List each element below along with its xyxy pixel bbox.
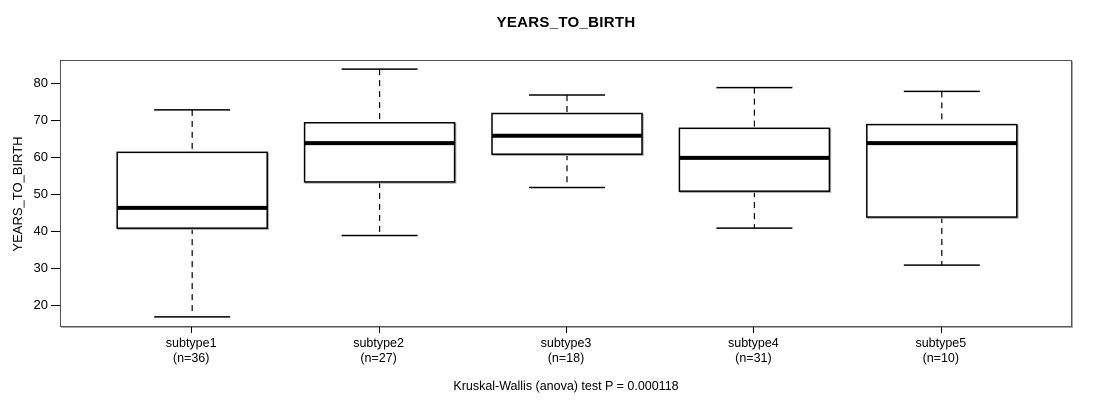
box-group-subtype5 — [866, 90, 1018, 266]
x-axis-group-label-subtype2: subtype2 (n=27) — [309, 336, 449, 366]
y-axis-tick-label: 20 — [33, 296, 48, 312]
group-sample-size: (n=31) — [735, 351, 772, 365]
y-axis-tick-label: 50 — [33, 185, 48, 201]
y-axis-tick-mark — [51, 267, 60, 269]
y-axis-tick-mark — [51, 230, 60, 232]
x-axis-group-label-subtype5: subtype5 (n=10) — [871, 336, 1011, 366]
y-axis-tick-mark — [51, 119, 60, 121]
box-group-subtype3 — [491, 94, 643, 189]
y-axis-tick-label: 70 — [33, 111, 48, 127]
y-axis-tick-label: 80 — [33, 74, 48, 90]
statistical-test-annotation: Kruskal-Wallis (anova) test P = 0.000118 — [453, 379, 679, 393]
iqr-box — [116, 151, 268, 229]
y-axis-tick-mark — [51, 156, 60, 158]
iqr-box — [866, 123, 1018, 218]
x-axis-tick-mark — [753, 327, 755, 333]
x-axis-group-label-subtype4: subtype4 (n=31) — [683, 336, 823, 366]
group-name: subtype5 — [915, 336, 967, 350]
y-axis-tick-mark — [51, 304, 60, 306]
x-axis-group-label-subtype3: subtype3 (n=18) — [496, 336, 636, 366]
y-axis-tick-mark — [51, 82, 60, 84]
boxplot-svg — [116, 68, 1018, 318]
x-axis-tick-mark — [191, 327, 193, 333]
group-name: subtype1 — [165, 336, 217, 350]
x-axis-group-label-subtype1: subtype1 (n=36) — [121, 336, 261, 366]
y-axis-tick-mark — [51, 193, 60, 195]
group-sample-size: (n=18) — [547, 351, 585, 365]
y-axis-tick-label: 60 — [33, 148, 48, 164]
box-group-subtype2 — [303, 68, 456, 237]
box-group-subtype4 — [678, 86, 831, 229]
group-name: subtype3 — [540, 336, 592, 350]
plot-area — [60, 60, 1072, 327]
box-group-subtype1 — [116, 109, 268, 318]
group-sample-size: (n=10) — [922, 351, 960, 365]
group-name: subtype2 — [353, 336, 404, 350]
x-axis-tick-mark — [940, 327, 942, 333]
x-axis-tick-mark — [378, 327, 380, 333]
group-sample-size: (n=27) — [360, 351, 397, 365]
group-name: subtype4 — [728, 336, 779, 350]
y-axis-tick-label: 30 — [33, 259, 48, 275]
x-axis-tick-mark — [566, 327, 567, 333]
y-axis-tick-label: 40 — [33, 222, 48, 238]
iqr-box — [303, 122, 456, 183]
chart-title: YEARS_TO_BIRTH — [496, 14, 636, 31]
group-sample-size: (n=36) — [172, 351, 210, 365]
